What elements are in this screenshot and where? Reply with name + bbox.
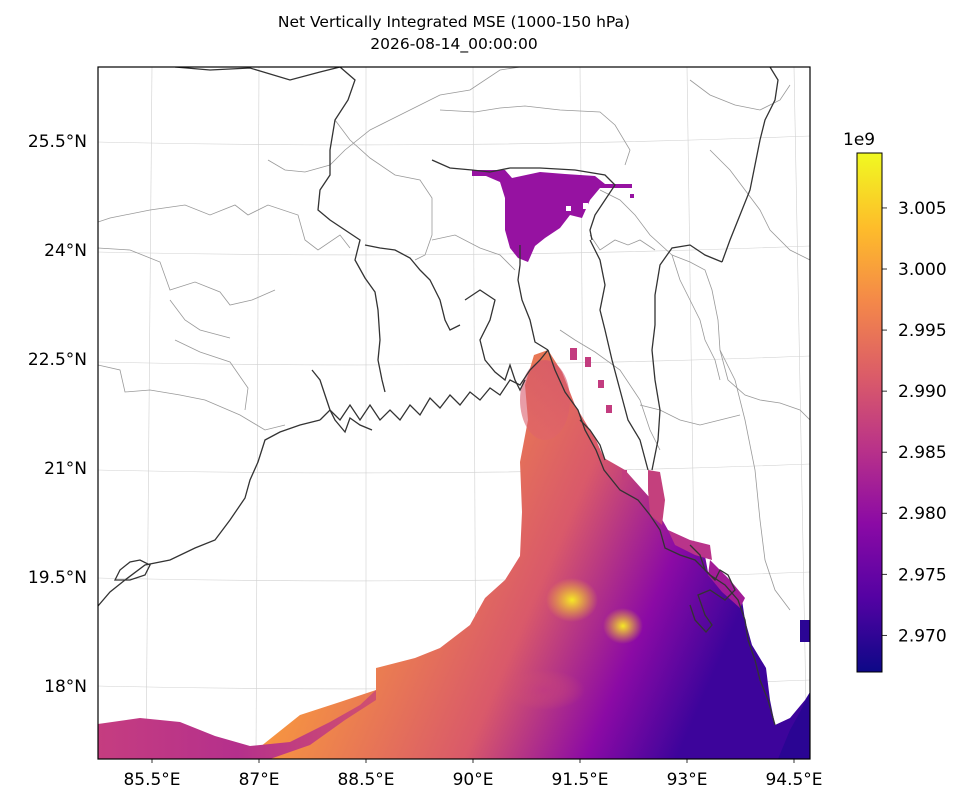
mse-pixel [622,470,627,480]
mse-pixel [630,194,634,198]
mse-pixel [606,405,612,413]
colorbar-tick-label: 2.995 [898,321,947,341]
borders [98,67,810,611]
state-border [169,299,231,339]
coastline [311,369,373,434]
coastlines [98,67,779,726]
mse-southwest-band [98,690,376,759]
state-border [431,234,516,271]
mse-north-patch [472,170,632,262]
country-border [721,67,779,263]
lon-tick-label: 91.5°E [551,770,608,790]
state-border [174,339,249,411]
mse-pixel [583,203,588,209]
state-border [98,204,351,251]
colorbar-ticks: 2.970 2.975 2.980 2.985 2.990 2.995 3.000 3.005 [882,199,947,646]
colorbar-multiplier: 1e9 [843,130,875,150]
colorbar-tick-label: 2.990 [898,382,947,402]
lon-tick-label: 94.5°E [765,770,822,790]
lat-tick-label: 22.5°N [28,350,87,370]
coastline [319,349,549,422]
state-border [439,105,631,166]
state-border [589,234,656,251]
mse-pixel [598,380,604,388]
country-border [364,244,461,331]
lat-tick-label: 24°N [44,241,87,261]
mse-coastal-strip [708,560,745,608]
lon-tick-label: 93°E [667,770,708,790]
state-border [98,364,286,431]
lat-tick-label: 25.5°N [28,132,87,152]
colorbar-gradient [856,152,883,673]
lat-gridline [98,463,810,474]
lat-gridline [98,135,810,146]
state-border [671,254,721,381]
colorbar-tick-label: 2.970 [898,626,947,646]
country-border [579,419,606,461]
mse-minimum [505,670,585,710]
mse-coastal-strip [648,470,665,525]
lat-tick-labels: 18°N 19.5°N 21°N 22.5°N 24°N 25.5°N [28,132,87,697]
lon-tick-label: 88.5°E [337,770,394,790]
country-border [174,67,341,81]
colorbar-tick-label: 2.975 [898,565,947,585]
map-frame [97,66,811,760]
colorbar-tick-label: 2.980 [898,504,947,524]
lon-gridline [145,67,153,759]
map-title: Net Vertically Integrated MSE (1000-150 … [277,13,631,31]
mse-ocean-field [98,350,810,759]
coastline [98,419,321,607]
state-border [719,349,791,611]
colorbar: 1e9 2.970 2.975 2.980 2.985 2.990 2.995 3.000 3… [843,130,947,673]
map-plot-area [98,67,810,759]
state-border [559,329,661,451]
state-border [98,247,276,306]
lon-gridline [255,67,260,759]
coastline [464,289,526,392]
state-border [689,79,791,111]
mse-maximum-1 [546,578,598,622]
state-border [709,149,810,261]
mse-pixel [566,206,571,211]
country-border [431,159,616,241]
state-border [334,119,433,261]
colorbar-tick-label: 3.000 [898,260,947,280]
country-border [317,67,386,393]
mse-pixel [570,348,577,360]
lon-tick-labels: 85.5°E 87°E 88.5°E 90°E 91.5°E 93°E 94.5°E [123,759,823,790]
mse-pixel [800,620,810,642]
lat-gridline [98,245,810,256]
country-border [589,239,649,471]
mse-southeast-corner [778,692,810,759]
mse-maximum-2 [603,608,643,644]
country-border [651,244,723,471]
coastline [113,559,151,581]
country-border [517,245,549,351]
lon-gridline [793,67,808,759]
mse-pixel [585,357,591,367]
lon-tick-label: 87°E [239,770,280,790]
mse-northern-lobe [520,360,570,440]
state-border [599,189,810,421]
lat-tick-label: 19.5°N [28,568,87,588]
state-border [639,404,741,426]
lon-tick-label: 90°E [453,770,494,790]
map-subtitle: 2026-08-14_00:00:00 [370,35,538,53]
colorbar-tick-label: 3.005 [898,199,947,219]
lat-tick-label: 18°N [44,677,87,697]
lat-tick-label: 21°N [44,459,87,479]
state-border [267,67,521,173]
mse-field [98,170,810,759]
lat-gridline [98,355,810,366]
gridlines [98,67,810,759]
lon-tick-label: 85.5°E [123,770,180,790]
coastline [689,544,736,633]
colorbar-tick-label: 2.985 [898,443,947,463]
